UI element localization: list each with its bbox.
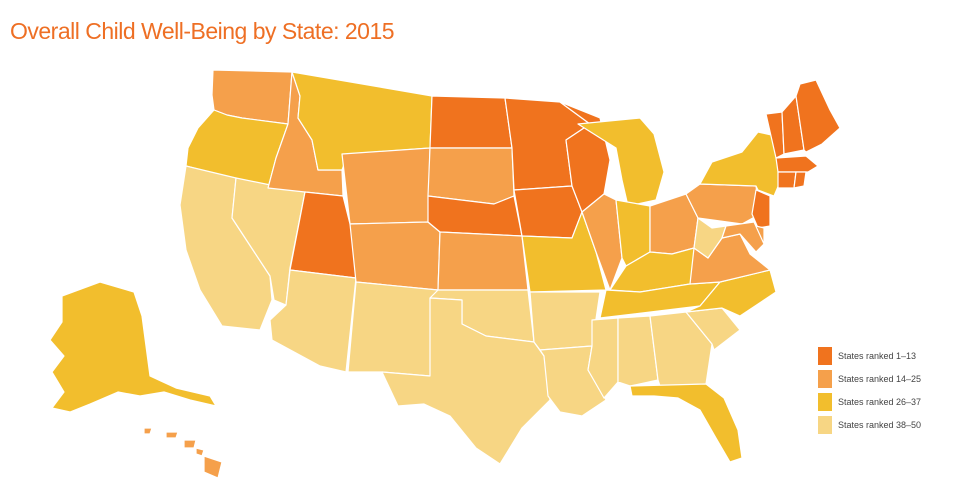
state-me <box>795 79 841 153</box>
state-md <box>721 221 765 253</box>
states-layer <box>49 69 841 479</box>
state-nm <box>347 281 439 377</box>
state-ar <box>529 291 601 351</box>
legend-label-tier-3: States ranked 26–37 <box>838 397 922 407</box>
legend-swatch-tier-3 <box>818 393 832 411</box>
state-hi <box>143 427 223 479</box>
legend-swatch-tier-4 <box>818 416 832 434</box>
state-tx <box>381 297 551 465</box>
state-nj <box>751 189 771 229</box>
state-fl <box>629 383 743 463</box>
legend-label-tier-4: States ranked 38–50 <box>838 420 922 430</box>
state-az <box>269 269 357 373</box>
state-ia <box>513 185 583 239</box>
legend-item-tier-2: States ranked 14–25 <box>818 370 953 388</box>
state-nd <box>429 95 513 149</box>
state-ks <box>437 231 529 291</box>
legend-item-tier-4: States ranked 38–50 <box>818 416 953 434</box>
legend-label-tier-1: States ranked 1–13 <box>838 351 917 361</box>
legend-label-tier-2: States ranked 14–25 <box>838 374 922 384</box>
state-ma <box>775 155 819 173</box>
state-co <box>349 221 441 291</box>
state-ne <box>427 195 523 237</box>
state-ak <box>49 281 217 413</box>
state-sd <box>427 147 515 205</box>
legend-item-tier-1: States ranked 1–13 <box>818 347 953 365</box>
map-title: Overall Child Well-Being by State: 2015 <box>10 18 395 44</box>
state-mi <box>577 117 665 207</box>
legend-item-tier-3: States ranked 26–37 <box>818 393 953 411</box>
state-ct <box>777 171 797 189</box>
legend: States ranked 1–13 States ranked 14–25 S… <box>818 347 953 439</box>
legend-swatch-tier-1 <box>818 347 832 365</box>
state-wy <box>341 147 431 225</box>
state-al <box>617 315 659 387</box>
state-ri <box>793 171 807 189</box>
legend-swatch-tier-2 <box>818 370 832 388</box>
